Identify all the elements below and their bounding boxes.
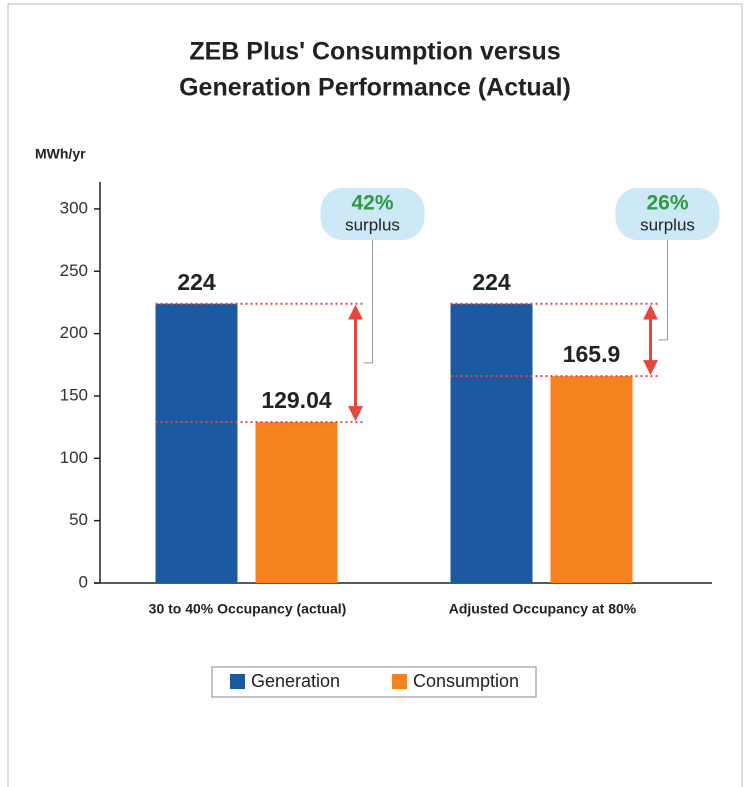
chart-title: Generation Performance (Actual) [179,74,571,102]
legend [211,666,537,698]
callout-connector [658,240,668,341]
legend-label: Consumption [413,671,519,691]
y-tick-label: 150 [60,385,88,404]
y-axis-label: MWh/yr [35,146,86,162]
value-label: 224 [177,269,216,295]
y-tick-label: 0 [79,572,88,591]
legend-label: Generation [251,671,340,691]
y-tick-label: 50 [69,510,88,529]
value-label: 165.9 [563,341,621,367]
legend-swatch [230,674,245,689]
callout-connector [363,240,373,364]
bar [155,303,238,583]
x-tick-label: Adjusted Occupancy at 80% [449,601,637,617]
bar [450,303,533,583]
value-label: 224 [472,269,511,295]
y-tick-label: 200 [60,323,88,342]
chart-title: ZEB Plus' Consumption versus [189,38,560,66]
callout-value: 42% [351,192,393,215]
frame [7,3,743,787]
y-tick-label: 300 [60,198,88,217]
value-label: 129.04 [261,387,332,413]
callout-value: 26% [646,192,688,215]
y-tick-label: 250 [60,261,88,280]
legend-swatch [392,674,407,689]
bar [550,376,633,583]
y-tick-label: 100 [60,448,88,467]
callout-text: surplus [640,215,695,234]
callout-bubble [615,188,720,240]
callout-bubble [320,188,425,240]
x-tick-label: 30 to 40% Occupancy (actual) [149,601,347,617]
bar [255,422,338,583]
callout-text: surplus [345,215,400,234]
